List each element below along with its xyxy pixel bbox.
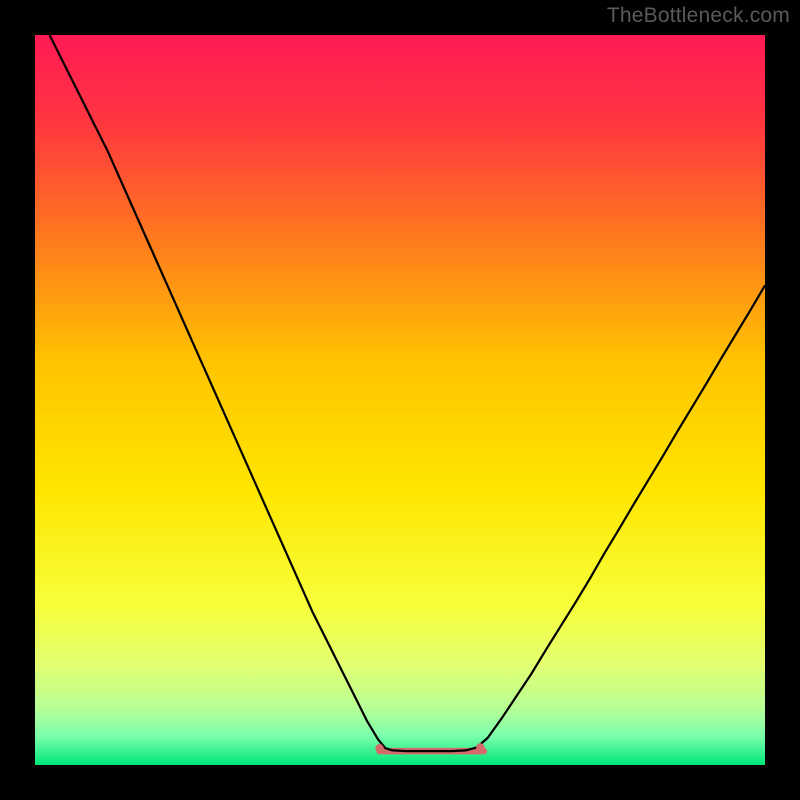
gradient-background [35, 35, 765, 765]
plot-area [35, 35, 765, 765]
range-endpoint-dot [476, 743, 484, 751]
range-endpoint-dot [375, 744, 383, 752]
chart-container: TheBottleneck.com [0, 0, 800, 800]
watermark-text: TheBottleneck.com [607, 4, 790, 28]
chart-svg [35, 35, 765, 765]
